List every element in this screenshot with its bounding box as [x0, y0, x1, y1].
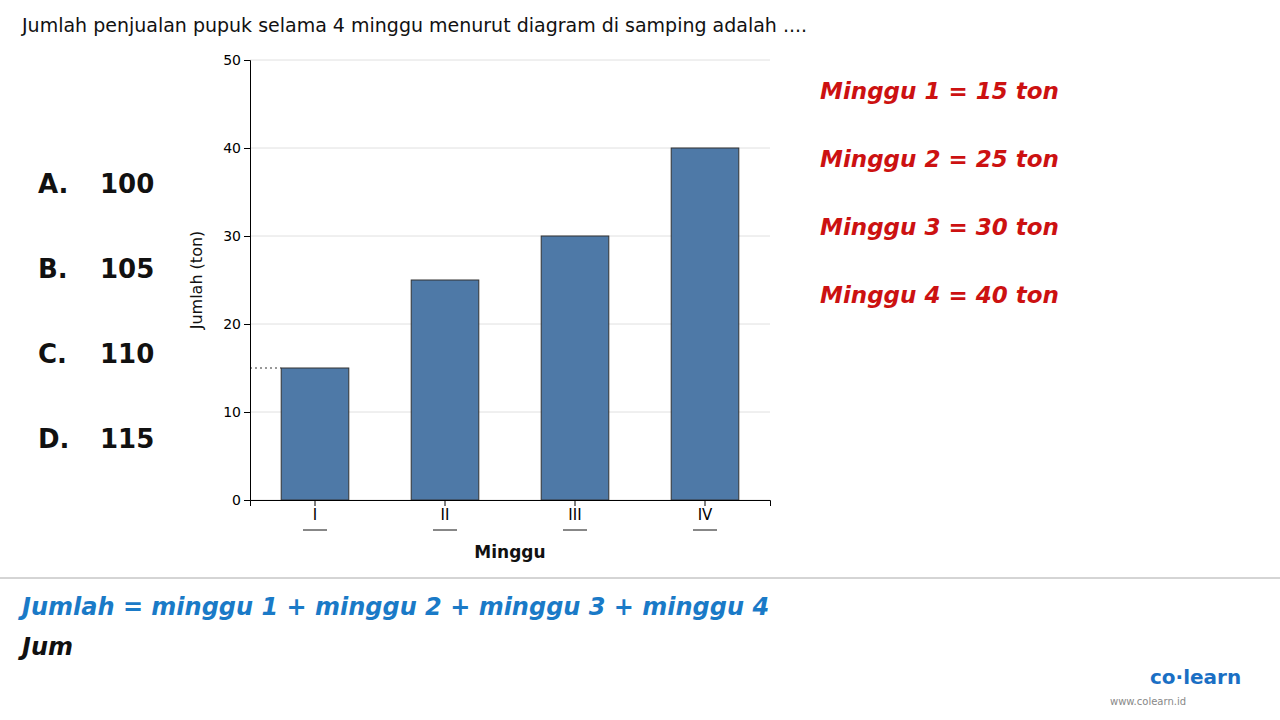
- choice-letter: D.: [38, 424, 69, 454]
- separator: [0, 578, 1280, 579]
- grid: [250, 60, 770, 500]
- choice-value: 110: [100, 339, 154, 369]
- tick-underline: [303, 530, 327, 531]
- y-tick: 40: [223, 140, 250, 156]
- x-tick-label: I: [313, 506, 317, 524]
- choice-letter: B.: [38, 254, 68, 284]
- y-tick-label: 10: [223, 404, 241, 420]
- note: Minggu 1 = 15 ton: [820, 78, 1059, 104]
- y-axis: 0 10 20 30 40 50: [223, 52, 250, 508]
- chart-root: Jumlah penjualan pupuk selama 4 minggu m…: [0, 0, 1280, 720]
- y-tick: 20: [223, 316, 250, 332]
- choice-value: 115: [100, 424, 154, 454]
- x-tick-label: IV: [698, 506, 713, 524]
- tick-underline: [563, 530, 587, 531]
- x-tick: I: [313, 500, 317, 524]
- y-tick-mark: [244, 324, 250, 325]
- y-tick-mark: [244, 500, 250, 501]
- y-tick-label: 20: [223, 316, 241, 332]
- logo: co·learn: [1150, 665, 1241, 689]
- x-tick: IV: [698, 500, 713, 524]
- title: Jumlah penjualan pupuk selama 4 minggu m…: [21, 14, 807, 36]
- choice-value: 105: [100, 254, 154, 284]
- y-tick: 0: [232, 492, 250, 508]
- choice-value: 100: [100, 169, 154, 199]
- y-tick-mark: [244, 60, 250, 61]
- x-tick: II: [441, 500, 450, 524]
- tick-underline: [693, 530, 717, 531]
- y-tick-mark: [244, 148, 250, 149]
- working-line: Jum: [18, 633, 73, 661]
- y-tick: 50: [223, 52, 250, 68]
- note: Minggu 3 = 30 ton: [820, 214, 1059, 240]
- choice-letter: A.: [38, 169, 68, 199]
- tick-underlines: [303, 530, 717, 531]
- y-tick-mark: [244, 412, 250, 413]
- logo-url: www.colearn.id: [1110, 696, 1186, 707]
- note: Minggu 2 = 25 ton: [820, 146, 1059, 172]
- x-axis-line: [251, 501, 771, 507]
- y-tick-mark: [244, 236, 250, 237]
- working-line: Jumlah = minggu 1 + minggu 2 + minggu 3 …: [18, 593, 769, 621]
- y-tick-label: 0: [232, 492, 241, 508]
- x-axis: IIIIIIIV: [251, 500, 771, 524]
- y-tick: 10: [223, 404, 250, 420]
- x-tick-label: III: [568, 506, 581, 524]
- bar: [541, 236, 609, 500]
- x-axis-title: Minggu: [474, 542, 545, 562]
- y-tick-label: 30: [223, 228, 241, 244]
- plot-marks: [250, 148, 739, 500]
- tick-underline: [433, 530, 457, 531]
- guide-line: [250, 368, 281, 369]
- y-tick: 30: [223, 228, 250, 244]
- grid-line: [250, 60, 770, 61]
- x-tick-label: II: [441, 506, 450, 524]
- bar: [411, 280, 479, 500]
- y-tick-label: 50: [223, 52, 241, 68]
- choice-letter: C.: [38, 339, 67, 369]
- bar: [671, 148, 739, 500]
- x-tick: III: [568, 500, 581, 524]
- bar: [281, 368, 349, 500]
- y-tick-label: 40: [223, 140, 241, 156]
- y-axis-title: Jumlah (ton): [187, 231, 206, 331]
- y-axis-line: [244, 61, 251, 501]
- note: Minggu 4 = 40 ton: [820, 282, 1059, 308]
